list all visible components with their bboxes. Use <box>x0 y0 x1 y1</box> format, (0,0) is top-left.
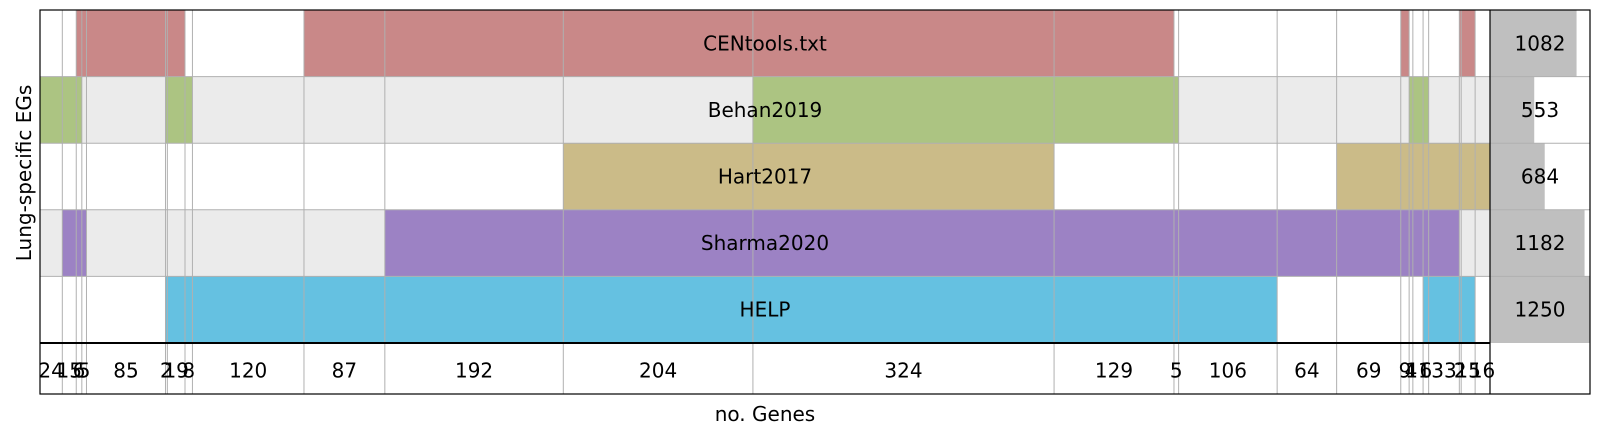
segment-tile <box>384 209 1460 277</box>
segment-tile <box>1423 276 1476 343</box>
row-label: Hart2017 <box>718 165 812 189</box>
segment-tile <box>40 76 82 144</box>
count-label: 15 <box>57 359 82 383</box>
count-label: 24 <box>38 359 63 383</box>
count-label: 120 <box>229 359 267 383</box>
count-label: 87 <box>332 359 357 383</box>
count-label: 129 <box>1095 359 1133 383</box>
row-label: Behan2019 <box>708 98 823 122</box>
total-label: 1250 <box>1515 298 1566 322</box>
plot-frame <box>39 9 1591 395</box>
total-bar <box>1490 10 1577 77</box>
count-label: 16 <box>1470 359 1495 383</box>
segment-tile <box>62 209 87 277</box>
grid-lines <box>40 10 1590 394</box>
total-bar <box>1490 76 1535 144</box>
count-label: 324 <box>884 359 922 383</box>
count-label: 2 <box>160 359 173 383</box>
count-label: 106 <box>1209 359 1247 383</box>
count-label: 9 <box>1399 359 1412 383</box>
segment-tile <box>1409 76 1429 144</box>
x-axis-title: no. Genes <box>715 402 815 426</box>
row-label: Sharma2020 <box>701 231 829 255</box>
count-label: 4 <box>1405 359 1418 383</box>
row-label: CENtools.txt <box>703 31 827 55</box>
count-label: 69 <box>1356 359 1381 383</box>
total-bar <box>1490 276 1590 343</box>
segment-tile <box>165 76 193 144</box>
count-label: 192 <box>455 359 493 383</box>
count-label: 33 <box>1431 359 1456 383</box>
y-axis-title: Lung-specific EGs <box>12 85 36 262</box>
total-label: 684 <box>1521 165 1559 189</box>
total-bar <box>1490 209 1585 277</box>
segment-tile <box>1459 10 1476 77</box>
count-label: 8 <box>182 359 195 383</box>
segment-tile <box>1400 10 1410 77</box>
total-label: 1082 <box>1515 31 1566 55</box>
count-label: 19 <box>163 359 188 383</box>
totals-bars <box>1490 10 1590 343</box>
segment-tile <box>752 76 1179 144</box>
count-label: 15 <box>1455 359 1480 383</box>
count-label: 5 <box>78 359 91 383</box>
total-label: 553 <box>1521 98 1559 122</box>
total-bar <box>1490 143 1545 210</box>
count-label: 64 <box>1294 359 1319 383</box>
count-label: 2 <box>1454 359 1467 383</box>
count-label: 5 <box>1170 359 1183 383</box>
count-label: 204 <box>639 359 677 383</box>
count-label: 11 <box>1405 359 1430 383</box>
segment-tile <box>303 10 1174 77</box>
total-label: 1182 <box>1515 231 1566 255</box>
segment-tile <box>563 143 1055 210</box>
count-label: 85 <box>113 359 138 383</box>
count-label: 6 <box>1419 359 1432 383</box>
frames <box>39 9 1591 395</box>
row-label: HELP <box>740 298 791 322</box>
segment-tile <box>76 10 185 77</box>
segment-tile <box>165 276 1278 343</box>
count-label: 6 <box>73 359 86 383</box>
